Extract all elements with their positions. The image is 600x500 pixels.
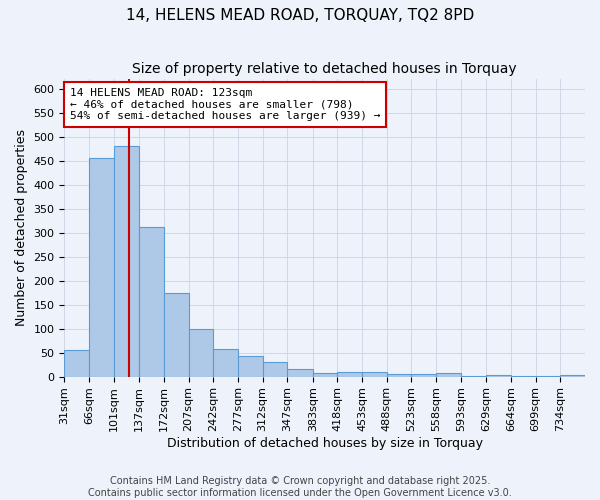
- Bar: [139, 227, 164, 376]
- Bar: [89, 158, 114, 376]
- Bar: [486, 375, 511, 376]
- Text: Contains HM Land Registry data © Crown copyright and database right 2025.
Contai: Contains HM Land Registry data © Crown c…: [88, 476, 512, 498]
- Bar: [412, 374, 436, 376]
- Bar: [436, 373, 461, 376]
- Bar: [188, 328, 213, 376]
- Bar: [263, 362, 287, 376]
- Bar: [560, 374, 585, 376]
- X-axis label: Distribution of detached houses by size in Torquay: Distribution of detached houses by size …: [167, 437, 483, 450]
- Bar: [313, 373, 337, 376]
- Text: 14, HELENS MEAD ROAD, TORQUAY, TQ2 8PD: 14, HELENS MEAD ROAD, TORQUAY, TQ2 8PD: [126, 8, 474, 22]
- Bar: [287, 370, 313, 376]
- Bar: [213, 349, 238, 376]
- Bar: [64, 350, 89, 376]
- Bar: [114, 146, 139, 376]
- Title: Size of property relative to detached houses in Torquay: Size of property relative to detached ho…: [133, 62, 517, 76]
- Bar: [387, 374, 412, 376]
- Bar: [337, 372, 362, 376]
- Bar: [238, 356, 263, 376]
- Bar: [362, 372, 387, 376]
- Y-axis label: Number of detached properties: Number of detached properties: [15, 130, 28, 326]
- Text: 14 HELENS MEAD ROAD: 123sqm
← 46% of detached houses are smaller (798)
54% of se: 14 HELENS MEAD ROAD: 123sqm ← 46% of det…: [70, 88, 380, 121]
- Bar: [164, 292, 188, 376]
